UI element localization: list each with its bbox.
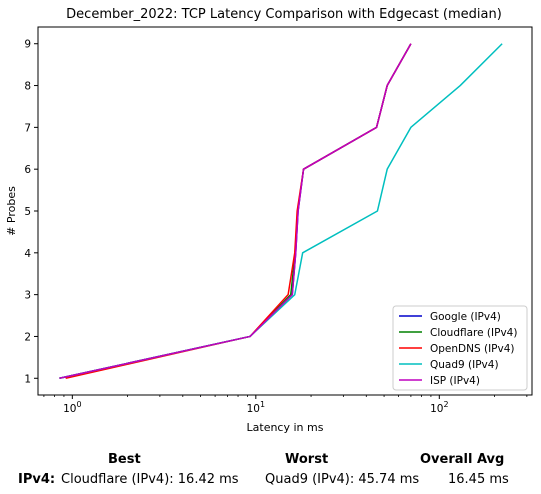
worst-value: Quad9 (IPv4): 45.74 ms (265, 472, 420, 487)
summary-table: Best Worst Overall Avg IPv4: Cloudflare … (0, 446, 541, 494)
row-label: IPv4: (18, 472, 56, 487)
series-line-google-ipv4 (59, 43, 412, 380)
series-lines (59, 43, 503, 380)
series-line-isp-ipv4 (59, 43, 412, 380)
worst-header: Worst (285, 452, 329, 467)
legend-label-opendns-ipv4: OpenDNS (IPv4) (430, 343, 515, 355)
y-tick-label: 4 (24, 248, 31, 260)
x-tick-label: 100 (63, 400, 81, 415)
legend-label-google-ipv4: Google (IPv4) (430, 311, 501, 323)
x-axis-label: Latency in ms (247, 421, 324, 434)
legend-box (392, 305, 528, 391)
legend: Google (IPv4) Cloudflare (IPv4) OpenDNS (I… (392, 305, 528, 391)
legend-label-cloudflare-ipv4: Cloudflare (IPv4) (430, 327, 517, 339)
y-tick-label: 9 (24, 39, 31, 51)
avg-value: 16.45 ms (448, 472, 509, 487)
y-axis-label: # Probes (5, 186, 18, 236)
y-axis: 1 2 3 4 5 6 7 8 9 (24, 39, 38, 385)
avg-header: Overall Avg (420, 452, 505, 467)
chart-title: December_2022: TCP Latency Comparison wi… (66, 7, 502, 22)
x-tick-label: 102 (430, 400, 448, 415)
x-axis: 100 101 102 (43, 395, 528, 415)
best-value: Cloudflare (IPv4): 16.42 ms (61, 472, 239, 487)
y-tick-label: 6 (24, 164, 31, 176)
best-header: Best (108, 452, 141, 467)
y-tick-label: 7 (24, 122, 31, 134)
x-tick-label: 101 (247, 400, 265, 415)
latency-chart: December_2022: TCP Latency Comparison wi… (5, 7, 533, 434)
y-tick-label: 8 (24, 81, 31, 93)
y-tick-label: 3 (24, 290, 31, 302)
legend-label-quad9-ipv4: Quad9 (IPv4) (430, 359, 499, 371)
series-line-cloudflare-ipv4 (59, 43, 412, 380)
y-tick-label: 5 (24, 206, 31, 218)
y-tick-label: 2 (24, 331, 31, 343)
y-tick-label: 1 (24, 373, 31, 385)
legend-label-isp-ipv4: ISP (IPv4) (430, 375, 480, 387)
series-line-opendns-ipv4 (65, 43, 412, 380)
